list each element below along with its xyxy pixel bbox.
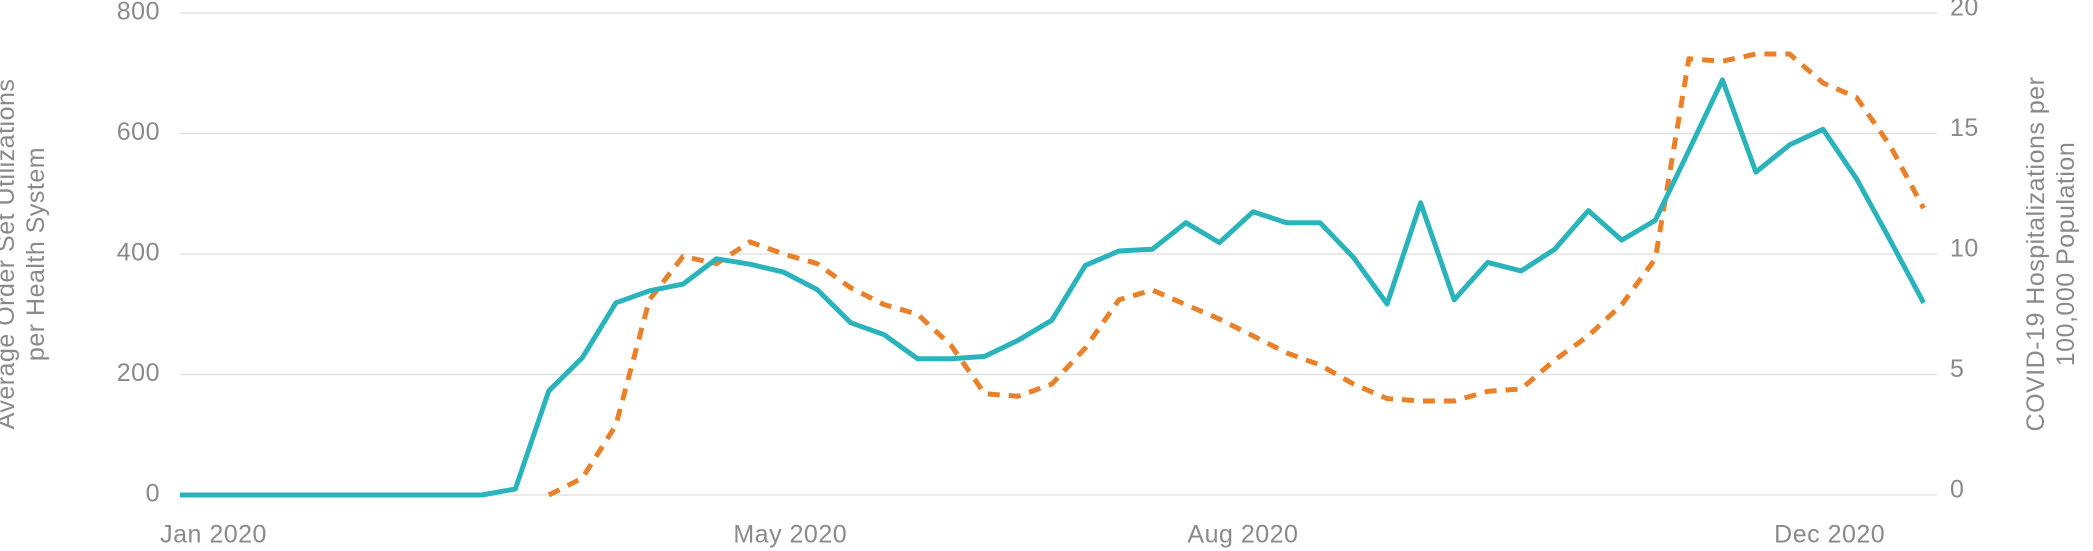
y-tick-label: 0: [146, 480, 160, 508]
x-tick-label: Aug 2020: [1187, 521, 1298, 549]
series-line: [180, 77, 1926, 498]
y2-tick-label: 5: [1950, 355, 1964, 383]
x-tick-label: Jan 2020: [160, 521, 267, 549]
y2-axis-title-line: COVID-19 Hospitalizations per: [2022, 77, 2050, 432]
y-tick-label: 600: [117, 118, 160, 146]
y-tick-label: 400: [117, 239, 160, 267]
y2-tick-label: 15: [1950, 114, 1979, 142]
y-axis-title-line: Average Order Set Utilizations: [0, 79, 20, 430]
y2-tick-label: 20: [1950, 0, 1979, 22]
y-tick-label: 800: [117, 0, 160, 26]
y-tick-label: 200: [117, 359, 160, 387]
y-axis-title: Average Order Set Utilizationsper Health…: [0, 79, 50, 430]
x-tick-label: Dec 2020: [1774, 521, 1885, 549]
x-tick-label: May 2020: [733, 521, 847, 549]
y2-axis-title: COVID-19 Hospitalizations per100,000 Pop…: [2022, 77, 2080, 432]
series-line: [547, 51, 1926, 498]
y2-axis-title-line: 100,000 Population: [2052, 142, 2080, 366]
y-axis-title-line: per Health System: [22, 147, 50, 361]
y2-tick-label: 10: [1950, 235, 1979, 263]
y2-tick-label: 0: [1950, 476, 1964, 504]
